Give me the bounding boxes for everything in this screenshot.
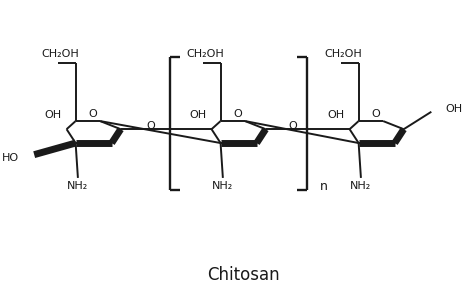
- Text: OH: OH: [44, 110, 61, 120]
- Text: NH₂: NH₂: [67, 181, 89, 191]
- Text: CH₂OH: CH₂OH: [186, 49, 224, 59]
- Text: Chitosan: Chitosan: [207, 266, 280, 284]
- Text: OH: OH: [445, 104, 462, 114]
- Text: NH₂: NH₂: [350, 181, 372, 191]
- Text: O: O: [371, 109, 380, 119]
- Text: CH₂OH: CH₂OH: [325, 49, 362, 59]
- Text: n: n: [320, 180, 328, 192]
- Text: O: O: [88, 109, 97, 119]
- Text: OH: OH: [327, 110, 345, 120]
- Text: O: O: [146, 121, 155, 131]
- Text: CH₂OH: CH₂OH: [42, 49, 79, 59]
- Text: NH₂: NH₂: [212, 181, 234, 191]
- Text: HO: HO: [2, 152, 19, 163]
- Text: O: O: [233, 109, 242, 119]
- Text: OH: OH: [189, 110, 206, 120]
- Text: O: O: [289, 121, 298, 131]
